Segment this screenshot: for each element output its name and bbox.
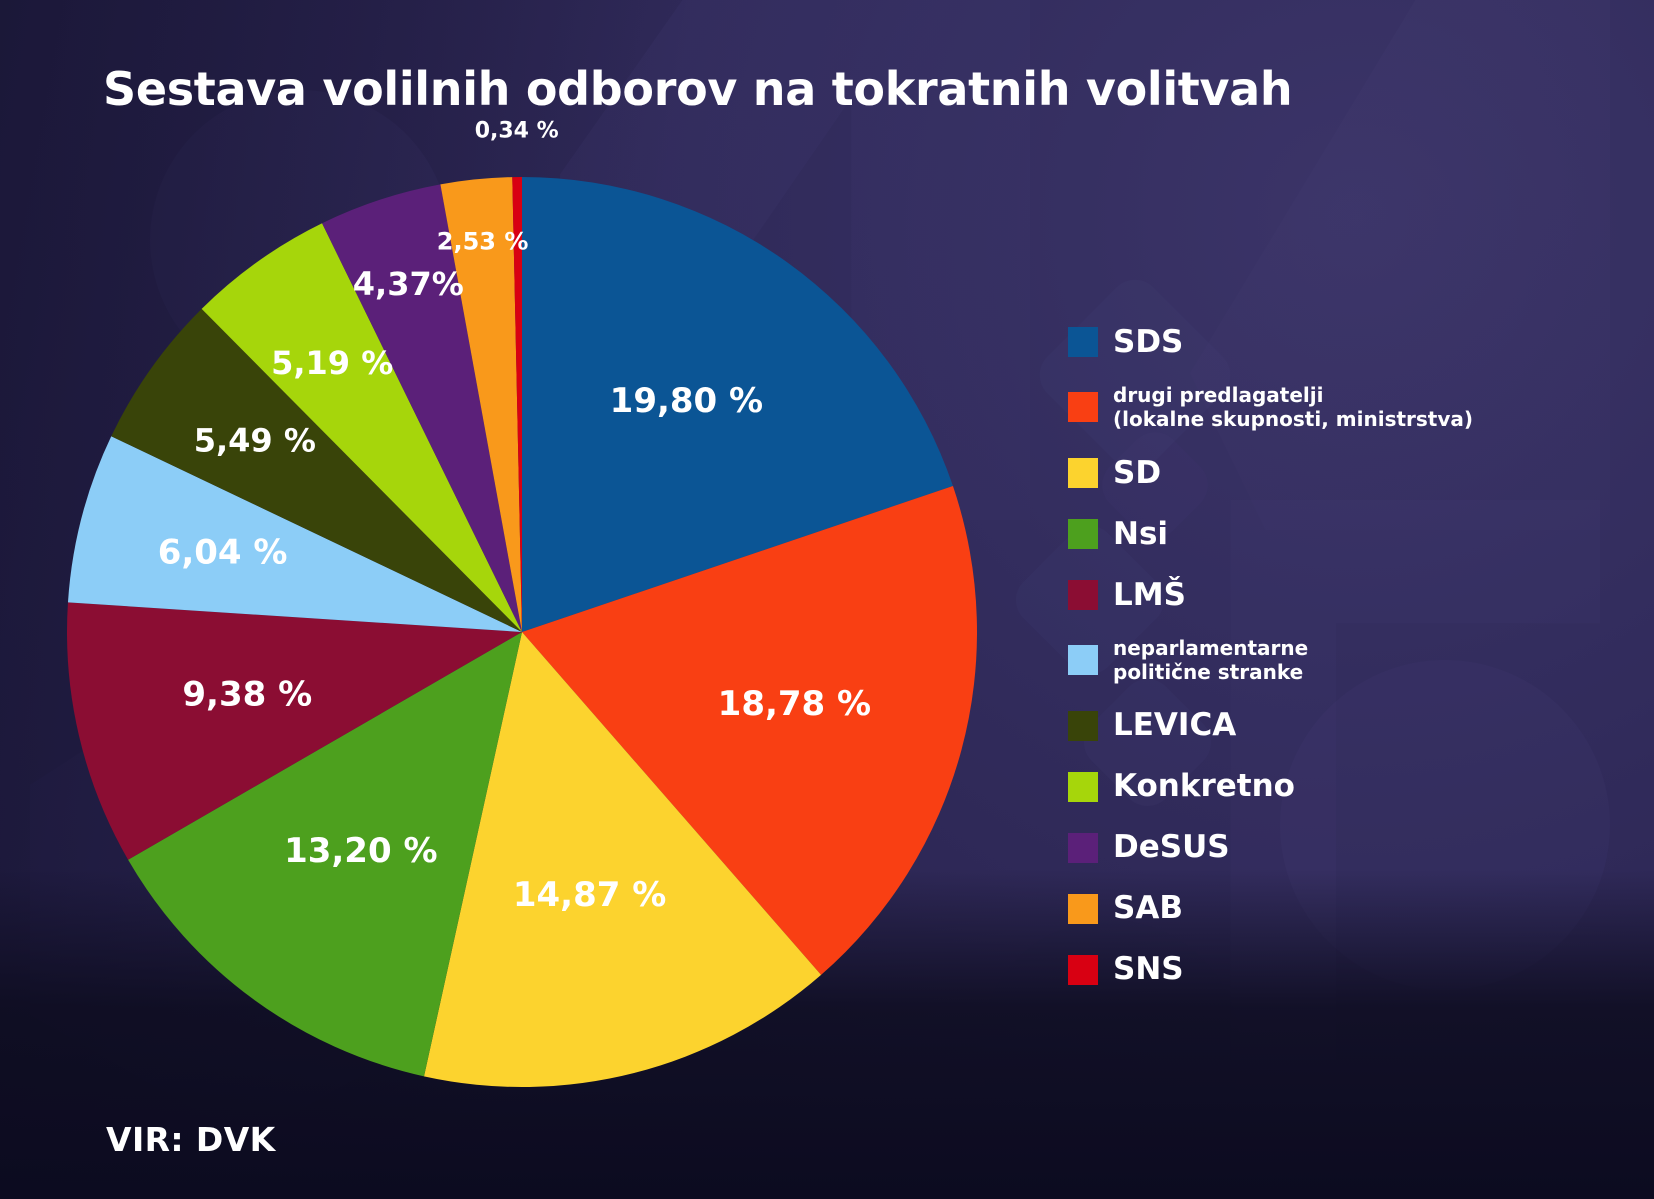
pie-slice-label: 6,04 % xyxy=(158,533,288,573)
legend-color-swatch xyxy=(1068,771,1098,802)
pie-slice[interactable] xyxy=(512,176,522,632)
legend-color-swatch xyxy=(1068,457,1098,488)
pie-slice[interactable] xyxy=(322,184,522,632)
pie-slice[interactable] xyxy=(201,223,522,632)
legend-item[interactable]: SDS xyxy=(1068,322,1488,362)
pie-slice[interactable] xyxy=(67,436,522,632)
pie-chart-svg: 19,80 % 18,78 % 14,87 % 13,20 % 9,38 % 6,04 %… xyxy=(67,119,978,1088)
pie-slice-label: 5,49 % xyxy=(194,421,316,459)
legend-item[interactable]: Nsi xyxy=(1068,514,1488,554)
pie-slice[interactable] xyxy=(111,308,522,632)
legend-item-label: SDS xyxy=(1113,323,1184,360)
legend-item[interactable]: DeSUS xyxy=(1068,828,1488,868)
legend-color-swatch xyxy=(1068,645,1098,676)
legend-item-label: DeSUS xyxy=(1113,829,1230,866)
legend-item-label: LMŠ xyxy=(1113,576,1186,613)
pie-slice-label: 5,19 % xyxy=(271,344,393,382)
legend-item[interactable]: SD xyxy=(1068,453,1488,493)
pie-slice[interactable] xyxy=(440,177,522,632)
pie-chart: 19,80 % 18,78 % 14,87 % 13,20 % 9,38 % 6,04 %… xyxy=(60,119,985,1095)
pie-slice-label: 14,87 % xyxy=(513,875,666,915)
legend-item-label: Nsi xyxy=(1113,515,1169,552)
pie-slice-label: 0,34 % xyxy=(475,119,559,144)
legend-item[interactable]: LMŠ xyxy=(1068,575,1488,615)
pie-slice[interactable] xyxy=(522,177,953,632)
pie-slice-label: 4,37% xyxy=(353,265,464,303)
legend-item[interactable]: drugi predlagatelji (lokalne skupnosti, m… xyxy=(1068,383,1488,432)
legend-color-swatch xyxy=(1068,832,1098,863)
legend-item-label: LEVICA xyxy=(1113,707,1237,744)
legend-item-label: neparlamentarne politične stranke xyxy=(1113,635,1309,685)
legend-item[interactable]: neparlamentarne politične stranke xyxy=(1068,636,1488,685)
legend-color-swatch xyxy=(1068,954,1098,985)
chart-legend: SDS drugi predlagatelji (lokalne skupnosti… xyxy=(1068,322,1488,1011)
legend-color-swatch xyxy=(1068,579,1098,610)
legend-color-swatch xyxy=(1068,327,1098,357)
legend-item-label: SD xyxy=(1113,454,1162,491)
legend-item-label: Konkretno xyxy=(1113,768,1295,805)
pie-slice[interactable] xyxy=(522,486,978,975)
pie-slice-label: 19,80 % xyxy=(610,381,763,421)
legend-item[interactable]: LEVICA xyxy=(1068,706,1488,746)
legend-item[interactable]: SNS xyxy=(1068,950,1488,990)
pie-slice-label: 9,38 % xyxy=(182,675,312,715)
legend-color-swatch xyxy=(1068,893,1098,924)
legend-item[interactable]: Konkretno xyxy=(1068,767,1488,807)
pie-slice-label: 2,53 % xyxy=(437,228,529,256)
legend-item-label: drugi predlagatelji (lokalne skupnosti, m… xyxy=(1113,383,1474,432)
source-label: VIR: DVK xyxy=(106,1120,276,1159)
legend-item-label: SAB xyxy=(1113,890,1183,927)
legend-color-swatch xyxy=(1068,710,1098,741)
page-title: Sestava volilnih odborov na tokratnih vo… xyxy=(103,62,1293,116)
legend-item-label: SNS xyxy=(1113,951,1184,988)
legend-item[interactable]: SAB xyxy=(1068,889,1488,929)
pie-slice[interactable] xyxy=(67,602,523,860)
legend-color-swatch xyxy=(1068,518,1098,549)
pie-slice[interactable] xyxy=(423,632,822,1088)
legend-color-swatch xyxy=(1068,392,1098,423)
pie-slice-label: 18,78 % xyxy=(718,684,871,724)
pie-slice[interactable] xyxy=(128,632,522,1077)
pie-slice-label: 13,20 % xyxy=(284,831,437,871)
